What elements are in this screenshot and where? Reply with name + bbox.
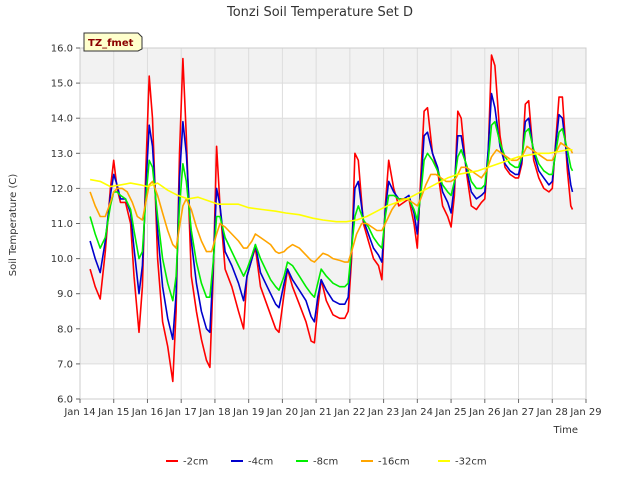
series-line-minus-4cm <box>89 92 574 341</box>
series-line-minus-16cm <box>89 142 574 263</box>
y-tick-label: 8.0 <box>57 324 73 335</box>
x-tick-label: Jan 24 <box>401 407 433 418</box>
x-tick-label: Jan 26 <box>468 407 500 418</box>
plot-band <box>80 118 586 154</box>
y-tick-label: 13.0 <box>51 149 73 160</box>
plot-band <box>80 258 586 294</box>
legend: -2cm -4cm -8cm -16cm -32cm <box>166 457 487 468</box>
series-line-minus-8cm <box>89 120 574 302</box>
x-tick-label: Jan 14 <box>63 407 95 418</box>
x-tick-label: Jan 22 <box>333 407 365 418</box>
y-axis-ticks: 6.0 7.0 8.0 9.0 10.0 11.0 12.0 13.0 14.0 15.0 16.0 <box>51 44 80 406</box>
series-line-minus-32cm <box>89 149 573 223</box>
x-tick-label: Jan 28 <box>536 407 568 418</box>
y-tick-label: 12.0 <box>51 184 73 195</box>
x-tick-label: Jan 25 <box>434 407 466 418</box>
y-tick-label: 15.0 <box>51 79 73 90</box>
chart-title: Tonzi Soil Temperature Set D <box>226 5 413 20</box>
x-tick-label: Jan 15 <box>97 407 129 418</box>
legend-label: -8cm <box>313 457 338 468</box>
x-tick-label: Jan 29 <box>569 407 601 418</box>
plot-band <box>80 48 586 84</box>
series-line-minus-2cm <box>89 54 574 383</box>
x-tick-label: Jan 18 <box>198 407 230 418</box>
legend-label: -16cm <box>378 457 410 468</box>
x-tick-label: Jan 20 <box>266 407 298 418</box>
plot-band <box>80 328 586 364</box>
x-tick-label: Jan 19 <box>232 407 264 418</box>
x-tick-label: Jan 21 <box>299 407 331 418</box>
x-axis-label: Time <box>553 425 578 436</box>
x-tick-label: Jan 27 <box>502 407 534 418</box>
site-badge: TZ_fmet <box>83 32 143 52</box>
y-tick-label: 11.0 <box>51 219 73 230</box>
y-axis-label: Soil Temperature (C) <box>8 174 19 277</box>
y-tick-label: 10.0 <box>51 254 73 265</box>
x-tick-label: Jan 16 <box>131 407 163 418</box>
badge-box <box>83 32 143 52</box>
y-tick-label: 6.0 <box>57 395 73 406</box>
legend-label: -32cm <box>455 457 487 468</box>
x-axis-ticks: Jan 14 Jan 15 Jan 16 Jan 17 Jan 18 Jan 19 Jan … <box>63 399 602 418</box>
legend-label: -2cm <box>183 457 208 468</box>
series-lines <box>89 54 574 383</box>
legend-label: -4cm <box>248 457 273 468</box>
plot-bands <box>80 48 586 364</box>
y-tick-label: 16.0 <box>51 44 73 55</box>
x-tick-label: Jan 17 <box>165 407 197 418</box>
y-tick-label: 7.0 <box>57 359 73 370</box>
x-tick-label: Jan 23 <box>367 407 399 418</box>
y-tick-label: 9.0 <box>57 289 73 300</box>
y-tick-label: 14.0 <box>51 114 73 125</box>
badge-label: TZ_fmet <box>88 38 134 49</box>
